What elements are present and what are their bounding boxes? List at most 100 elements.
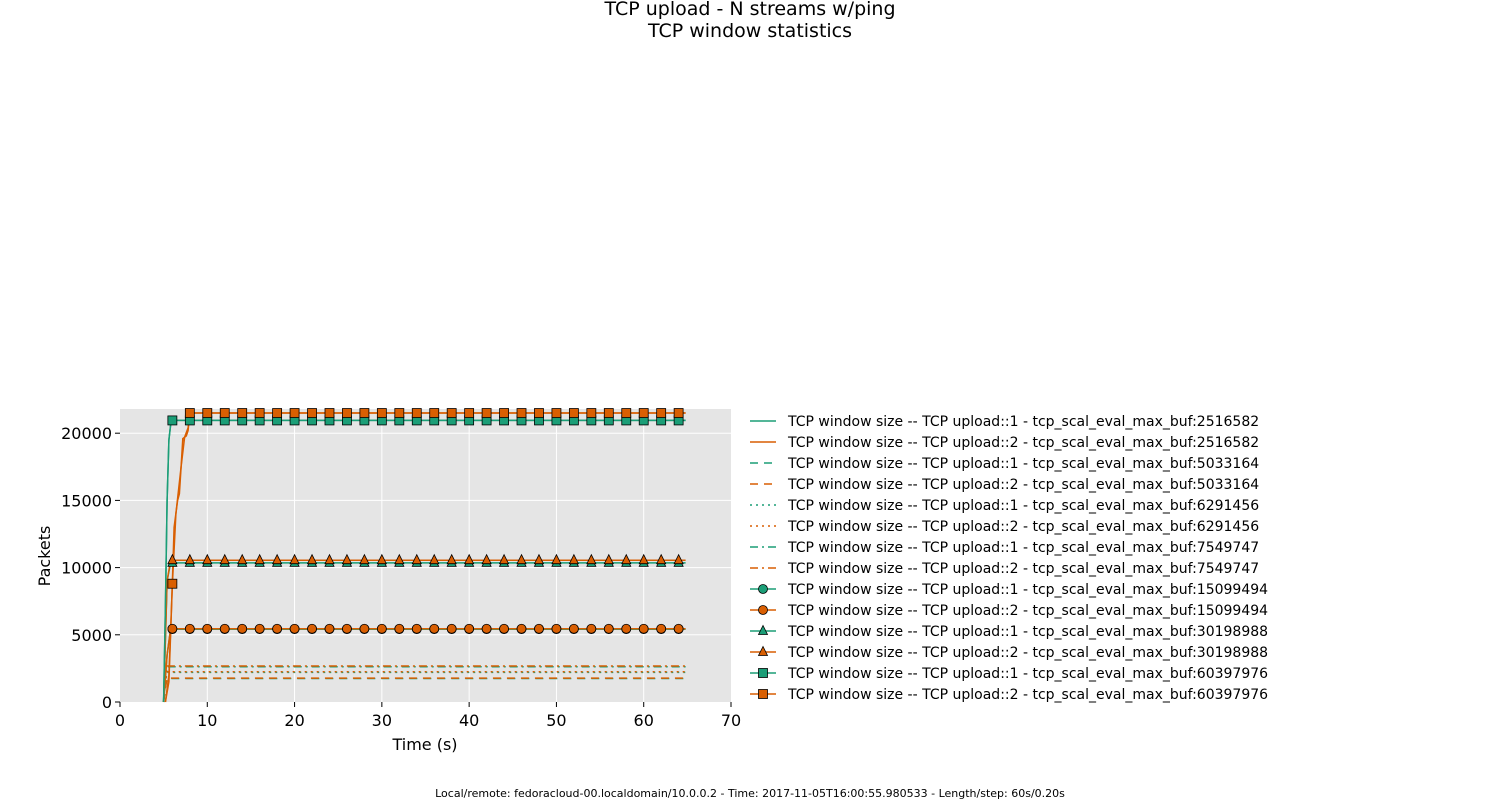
legend: TCP window size -- TCP upload::1 - tcp_s… (750, 414, 1268, 703)
triangle-marker (324, 553, 335, 565)
circle-marker (621, 623, 632, 634)
chart-subtitle: TCP window statistics (647, 20, 853, 42)
legend-entry: TCP window size -- TCP upload::1 - tcp_s… (787, 498, 1259, 514)
square-marker (359, 408, 370, 418)
circle-marker (516, 623, 527, 634)
square-marker (394, 408, 405, 418)
x-tick-label: 30 (372, 711, 392, 730)
circle-marker (219, 623, 230, 634)
triangle-marker (603, 553, 614, 565)
square-marker (167, 578, 178, 589)
circle-marker (551, 623, 562, 634)
triangle-marker (376, 553, 388, 565)
x-tick-label: 70 (721, 711, 741, 730)
square-marker (272, 408, 283, 418)
triangle-marker (167, 553, 178, 565)
triangle-marker (568, 553, 580, 565)
square-marker (184, 408, 195, 418)
y-tick-label: 10000 (61, 559, 112, 578)
square-marker (324, 408, 335, 418)
square-marker (342, 408, 352, 418)
square-marker (481, 408, 492, 418)
grid-lines (120, 409, 731, 702)
x-tick-label: 40 (459, 711, 479, 730)
square-marker (289, 408, 300, 418)
square-marker (219, 408, 230, 418)
circle-marker (568, 623, 579, 634)
circle-marker (394, 623, 405, 634)
triangle-marker (341, 553, 353, 565)
legend-entry: TCP window size -- TCP upload::1 - tcp_s… (787, 624, 1268, 640)
triangle-marker (481, 553, 492, 565)
square-marker (254, 408, 265, 418)
circle-marker (254, 623, 265, 634)
square-marker (446, 408, 457, 418)
triangle-marker (289, 553, 300, 565)
square-marker (673, 408, 684, 418)
series-line-10 (162, 628, 686, 703)
circle-marker (534, 623, 544, 634)
square-marker (429, 408, 440, 418)
circle-marker (342, 623, 352, 634)
x-tick-label: 50 (546, 711, 566, 730)
circle-marker (464, 623, 475, 634)
square-marker (516, 408, 527, 418)
circle-marker (324, 623, 335, 634)
legend-entry: TCP window size -- TCP upload::2 - tcp_s… (787, 519, 1259, 535)
legend-entry: TCP window size -- TCP upload::2 - tcp_s… (787, 645, 1268, 661)
circle-marker (184, 623, 195, 634)
triangle-marker (516, 553, 527, 565)
circle-marker (481, 623, 492, 634)
legend-marker (757, 645, 769, 656)
triangle-marker (306, 553, 318, 565)
y-axis-label: Packets (35, 526, 54, 587)
square-marker (499, 408, 509, 418)
triangle-marker (184, 553, 195, 565)
plot-area (120, 409, 731, 702)
square-marker (167, 415, 178, 426)
triangle-marker (656, 553, 667, 565)
x-tick-label: 10 (197, 711, 217, 730)
circle-marker (638, 623, 649, 634)
square-marker (568, 408, 579, 418)
square-marker (656, 408, 667, 418)
circle-marker (237, 623, 248, 634)
square-marker (603, 408, 614, 418)
triangle-marker (638, 553, 649, 565)
square-marker (551, 408, 562, 418)
circle-marker (411, 623, 422, 634)
triangle-marker (586, 553, 597, 565)
legend-marker (758, 689, 768, 699)
circle-marker (656, 623, 667, 634)
triangle-marker (271, 553, 283, 565)
legend-marker (758, 668, 768, 678)
triangle-marker (411, 553, 422, 565)
square-marker (621, 408, 632, 418)
y-tick-label: 5000 (71, 626, 112, 645)
y-tick-label: 20000 (61, 424, 112, 443)
triangle-marker (446, 553, 457, 565)
triangle-marker (219, 553, 230, 565)
triangle-marker (394, 553, 405, 565)
square-marker (534, 408, 544, 418)
circle-marker (307, 623, 317, 634)
circle-marker (603, 623, 614, 634)
legend-marker (757, 624, 769, 635)
legend-marker (758, 584, 768, 594)
legend-entry: TCP window size -- TCP upload::2 - tcp_s… (787, 687, 1268, 703)
square-marker (411, 408, 422, 418)
circle-marker (429, 623, 440, 634)
y-tick-label: 0 (102, 693, 112, 712)
triangle-marker (237, 553, 248, 565)
triangle-marker (498, 553, 510, 565)
triangle-marker (359, 553, 370, 565)
square-marker (307, 408, 317, 418)
circle-marker (167, 623, 178, 634)
triangle-marker (463, 553, 475, 565)
circle-marker (673, 623, 684, 634)
axes: 0 10 20 30 40 50 60 70 0 5000 10000 15000 20000 (61, 424, 741, 730)
circle-marker (272, 623, 283, 634)
triangle-marker (533, 553, 545, 565)
circle-marker (586, 623, 597, 634)
square-marker (202, 408, 213, 418)
